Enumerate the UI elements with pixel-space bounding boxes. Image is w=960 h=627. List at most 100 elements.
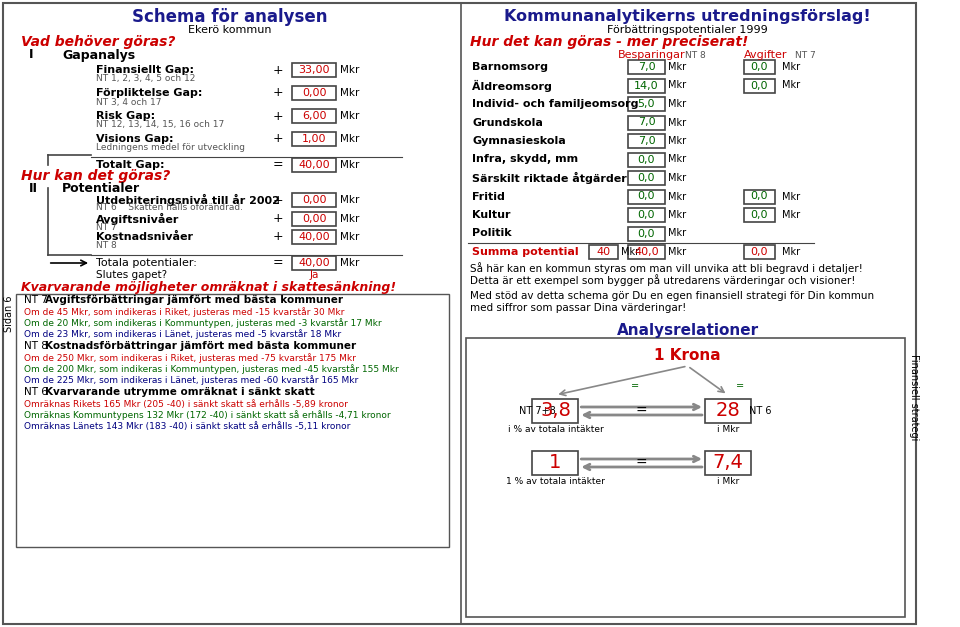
Bar: [292, 132, 336, 146]
Text: Mkr: Mkr: [340, 160, 359, 170]
Bar: [292, 212, 336, 226]
Text: NT 8: NT 8: [96, 241, 116, 251]
Text: Avgiftsförbättringar jämfört med bästa kommuner: Avgiftsförbättringar jämfört med bästa k…: [45, 295, 343, 305]
Text: Ja: Ja: [309, 270, 319, 280]
Text: NT 12, 13, 14, 15, 16 och 17: NT 12, 13, 14, 15, 16 och 17: [96, 120, 224, 130]
Text: Omräknas Kommuntypens 132 Mkr (172 -40) i sänkt skatt så erhålls -4,71 kronor: Omräknas Kommuntypens 132 Mkr (172 -40) …: [24, 410, 391, 420]
Text: =: =: [273, 159, 283, 172]
Text: 0,0: 0,0: [751, 62, 768, 72]
Text: +: +: [273, 132, 283, 145]
Text: Schema för analysen: Schema för analysen: [132, 8, 327, 26]
Text: 7,4: 7,4: [712, 453, 743, 473]
Text: Mkr: Mkr: [668, 173, 686, 183]
Text: Mkr: Mkr: [782, 210, 801, 220]
Text: Kultur: Kultur: [472, 210, 511, 220]
Text: +: +: [273, 63, 283, 76]
Text: =: =: [736, 381, 744, 391]
Bar: [628, 245, 664, 259]
Text: Detta är ett exempel som bygger på utredarens värderingar och visioner!: Detta är ett exempel som bygger på utred…: [470, 274, 855, 286]
Text: Mkr: Mkr: [668, 80, 686, 90]
Text: Mkr: Mkr: [668, 62, 686, 72]
Text: NT 6: NT 6: [749, 406, 772, 416]
Bar: [744, 245, 775, 259]
Text: 33,00: 33,00: [299, 65, 330, 75]
Text: Mkr: Mkr: [668, 247, 686, 257]
Text: 0,00: 0,00: [301, 195, 326, 205]
Text: Politik: Politik: [472, 228, 512, 238]
Text: Infra, skydd, mm: Infra, skydd, mm: [472, 154, 578, 164]
Text: Mkr: Mkr: [620, 247, 638, 257]
Text: 1,00: 1,00: [301, 134, 326, 144]
Text: 40,00: 40,00: [299, 232, 330, 242]
Bar: [628, 60, 664, 74]
Text: II: II: [29, 181, 37, 194]
Text: Mkr: Mkr: [782, 62, 801, 72]
Text: med siffror som passar Dina värderingar!: med siffror som passar Dina värderingar!: [470, 303, 686, 313]
Bar: [292, 230, 336, 244]
Text: Kostnadsnivåer: Kostnadsnivåer: [96, 232, 193, 242]
Bar: [533, 399, 579, 423]
Text: 14,0: 14,0: [635, 80, 659, 90]
Text: 3,8: 3,8: [540, 401, 571, 421]
Bar: [705, 451, 751, 475]
Text: Avgiftsnivåer: Avgiftsnivåer: [96, 213, 180, 225]
Text: Mkr: Mkr: [782, 247, 801, 257]
Bar: [292, 109, 336, 123]
Bar: [292, 193, 336, 207]
Text: 0,0: 0,0: [637, 154, 655, 164]
Bar: [705, 399, 751, 423]
Text: Ledningens medel för utveckling: Ledningens medel för utveckling: [96, 142, 245, 152]
Text: NT 3, 4 och 17: NT 3, 4 och 17: [96, 98, 161, 107]
Text: Mkr: Mkr: [340, 195, 359, 205]
Text: i % av totala intäkter: i % av totala intäkter: [508, 424, 603, 433]
Text: Mkr: Mkr: [782, 80, 801, 90]
Text: Potentialer: Potentialer: [62, 181, 140, 194]
Text: 40,0: 40,0: [635, 247, 659, 257]
Text: 40: 40: [596, 247, 611, 257]
Text: 0,00: 0,00: [301, 214, 326, 224]
Text: Individ- och familjeomsorg: Individ- och familjeomsorg: [472, 99, 638, 109]
Bar: [628, 226, 664, 241]
Text: NT 6: NT 6: [24, 387, 48, 397]
Text: Kvarvarande utrymme omräknat i sänkt skatt: Kvarvarande utrymme omräknat i sänkt ska…: [45, 387, 315, 397]
Text: Visions Gap:: Visions Gap:: [96, 134, 173, 144]
Text: Äldreomsorg: Äldreomsorg: [472, 80, 552, 92]
Text: NT 8: NT 8: [684, 51, 706, 60]
Text: Mkr: Mkr: [668, 117, 686, 127]
Text: Mkr: Mkr: [782, 191, 801, 201]
Text: NT 7: NT 7: [24, 295, 48, 305]
Bar: [744, 60, 775, 74]
Text: Vad behöver göras?: Vad behöver göras?: [21, 35, 176, 49]
Text: Finansiell strategi: Finansiell strategi: [908, 354, 919, 440]
Text: Kommunanalytikerns utredningsförslag!: Kommunanalytikerns utredningsförslag!: [504, 9, 871, 24]
Text: Omräknas Länets 143 Mkr (183 -40) i sänkt skatt så erhålls -5,11 kronor: Omräknas Länets 143 Mkr (183 -40) i sänk…: [24, 421, 350, 431]
Bar: [16, 294, 449, 547]
Text: Så här kan en kommun styras om man vill unvika att bli begravd i detaljer!: Så här kan en kommun styras om man vill …: [470, 262, 863, 274]
Text: 40,00: 40,00: [299, 160, 330, 170]
Text: 0,0: 0,0: [637, 228, 655, 238]
Bar: [628, 115, 664, 130]
Text: Mkr: Mkr: [340, 214, 359, 224]
Text: =: =: [631, 381, 639, 391]
Text: Totala potentialer:: Totala potentialer:: [96, 258, 197, 268]
Text: i Mkr: i Mkr: [717, 477, 739, 485]
Text: Totalt Gap:: Totalt Gap:: [96, 160, 164, 170]
Text: Förbättringspotentialer 1999: Förbättringspotentialer 1999: [608, 25, 768, 35]
Text: 28: 28: [715, 401, 740, 421]
Text: Kvarvarande möjligheter omräknat i skattesänkning!: Kvarvarande möjligheter omräknat i skatt…: [21, 280, 396, 293]
Text: Förpliktelse Gap:: Förpliktelse Gap:: [96, 88, 203, 98]
Text: NT 7: NT 7: [795, 51, 816, 60]
Text: 1 % av totala intäkter: 1 % av totala intäkter: [506, 477, 605, 485]
Text: Slutes gapet?: Slutes gapet?: [96, 270, 167, 280]
Text: +: +: [273, 110, 283, 122]
Text: Mkr: Mkr: [340, 111, 359, 121]
Text: NT 8: NT 8: [24, 341, 48, 351]
Bar: [292, 158, 336, 172]
Text: Mkr: Mkr: [668, 154, 686, 164]
Text: Om de 23 Mkr, som indikeras i Länet, justeras med -5 kvarstår 18 Mkr: Om de 23 Mkr, som indikeras i Länet, jus…: [24, 329, 341, 339]
Text: Utdebiteringsnivå till år 2002: Utdebiteringsnivå till år 2002: [96, 194, 279, 206]
Text: Mkr: Mkr: [668, 191, 686, 201]
Text: 0,0: 0,0: [637, 191, 655, 201]
Text: Finansiellt Gap:: Finansiellt Gap:: [96, 65, 194, 75]
Text: Mkr: Mkr: [340, 232, 359, 242]
